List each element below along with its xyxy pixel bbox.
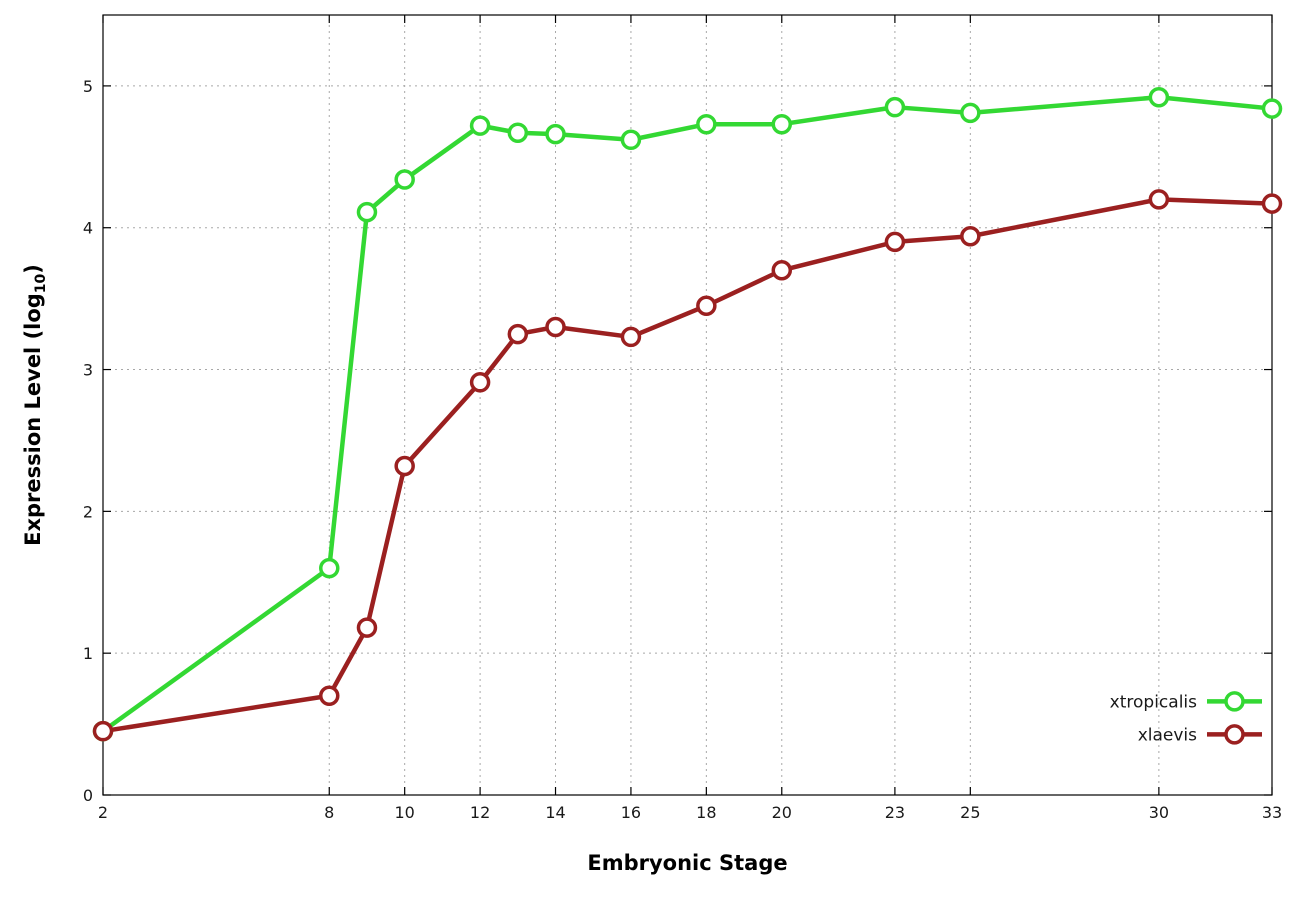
data-point-xlaevis <box>620 326 642 348</box>
y-axis-label: Expression Level (log10) <box>21 264 49 546</box>
x-axis-label: Embryonic Stage <box>587 851 787 875</box>
data-point-xtropicalis <box>771 113 793 135</box>
data-point-xtropicalis <box>696 113 717 135</box>
x-tick-label: 33 <box>1262 803 1282 822</box>
x-tick-label: 30 <box>1149 803 1169 822</box>
series-line-xtropicalis <box>100 95 1275 734</box>
data-point-xlaevis <box>1148 189 1170 210</box>
data-point-xtropicalis <box>884 96 906 118</box>
plot-border <box>102 14 1273 796</box>
legend-label-xtropicalis: xtropicalis <box>1110 692 1197 712</box>
data-point-xlaevis <box>469 372 491 393</box>
data-point-xlaevis <box>696 295 717 316</box>
data-point-xtropicalis <box>356 201 378 223</box>
data-point-xlaevis <box>771 260 793 281</box>
legend-label-xlaevis: xlaevis <box>1138 725 1197 745</box>
x-tick-label: 23 <box>885 803 905 822</box>
data-point-xlaevis <box>319 685 340 706</box>
data-point-xlaevis <box>394 455 415 477</box>
data-point-xtropicalis <box>620 129 642 151</box>
x-tick-label: 14 <box>545 803 565 822</box>
legend-marker-xlaevis <box>1224 724 1245 745</box>
y-tick-label: 3 <box>83 361 93 380</box>
y-tick-label: 0 <box>83 786 93 805</box>
x-tick-label: 16 <box>621 803 641 822</box>
x-tick-label: 8 <box>324 803 334 822</box>
y-tick-label: 5 <box>83 77 93 96</box>
x-tick-label: 25 <box>960 803 980 822</box>
x-tick-label: 10 <box>394 803 414 822</box>
data-point-xtropicalis <box>507 122 529 143</box>
data-point-xlaevis <box>545 316 566 338</box>
data-point-xlaevis <box>960 225 981 247</box>
data-point-xtropicalis <box>394 169 415 190</box>
data-point-xlaevis <box>1261 193 1283 214</box>
y-tick-label: 4 <box>83 219 93 238</box>
series-line-xlaevis <box>100 197 1275 734</box>
data-point-xtropicalis <box>545 123 566 145</box>
data-point-xtropicalis <box>469 115 491 136</box>
y-tick-label: 1 <box>83 644 93 663</box>
data-point-xlaevis <box>356 617 378 638</box>
x-tick-label: 18 <box>696 803 716 822</box>
x-tick-label: 2 <box>98 803 108 822</box>
x-tick-label: 20 <box>772 803 792 822</box>
data-point-xlaevis <box>884 231 906 253</box>
data-point-xtropicalis <box>1261 98 1283 119</box>
data-point-xlaevis <box>507 323 529 345</box>
data-point-xtropicalis <box>1148 87 1170 108</box>
data-point-xlaevis <box>92 720 114 742</box>
data-point-xtropicalis <box>319 557 340 579</box>
data-point-xtropicalis <box>960 102 981 124</box>
legend-marker-xtropicalis <box>1224 691 1245 712</box>
y-tick-label: 2 <box>83 502 93 521</box>
x-tick-label: 12 <box>470 803 490 822</box>
